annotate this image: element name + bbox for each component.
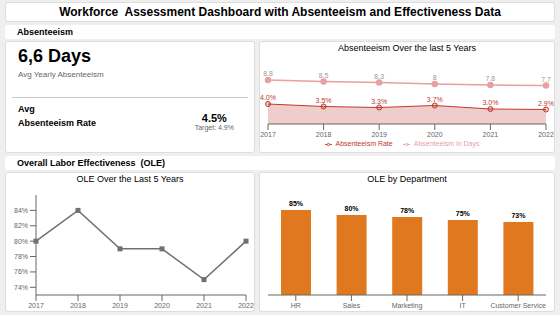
svg-text:74%: 74% [14,284,28,291]
html-text:Avg: Avg [18,104,35,114]
svg-text:Marketing: Marketing [392,302,423,310]
html-text:Absenteeism in Days: Absenteeism in Days [413,140,480,147]
svg-text:80%: 80% [14,238,28,245]
html-text:Avg Yearly Absenteeism: Avg Yearly Absenteeism [18,70,104,79]
svg-text:8: 8 [433,74,437,81]
html-text:Absenteeism Over the last 5 Ye: Absenteeism Over the last 5 Years [338,43,476,53]
svg-text:82%: 82% [14,222,28,229]
html-text:Absenteeism Rate: Absenteeism Rate [335,140,393,147]
svg-text:3.5%: 3.5% [316,97,332,104]
html-text:Absenteeism Rate: Absenteeism Rate [18,118,96,128]
svg-text:3.3%: 3.3% [371,98,387,105]
svg-text:8.5: 8.5 [319,72,329,79]
html-text:Target: 4.9%: Target: 4.9% [194,124,234,131]
svg-text:75%: 75% [456,210,471,217]
svg-text:3.7%: 3.7% [427,96,443,103]
svg-text:85%: 85% [289,200,304,207]
svg-text:2.9%: 2.9% [538,100,552,107]
html-text:OLE by Department: OLE by Department [367,174,447,184]
svg-text:80%: 80% [345,205,360,212]
svg-text:2019: 2019 [371,131,387,138]
svg-text:2017: 2017 [260,131,276,138]
svg-text:IT: IT [459,302,466,309]
svg-text:2021: 2021 [196,302,212,309]
svg-text:78%: 78% [14,253,28,260]
svg-text:2018: 2018 [316,131,332,138]
html-text:6,6 Days: 6,6 Days [18,46,92,66]
svg-text:2020: 2020 [427,131,443,138]
svg-text:3.0%: 3.0% [482,99,498,106]
html-text:4.5%: 4.5% [201,112,227,124]
svg-text:76%: 76% [14,268,28,275]
svg-text:78%: 78% [400,207,415,214]
svg-text:8.3: 8.3 [374,73,384,80]
svg-text:8.8: 8.8 [263,70,273,77]
svg-text:Sales: Sales [343,302,361,309]
svg-text:2021: 2021 [483,131,499,138]
svg-text:2020: 2020 [154,302,170,309]
svg-text:84%: 84% [14,207,28,214]
svg-text:HR: HR [291,302,301,309]
html-text:Absenteeism: Absenteeism [17,27,73,37]
svg-text:2017: 2017 [28,302,44,309]
svg-text:Customer Service: Customer Service [490,302,546,309]
svg-text:7.8: 7.8 [486,75,496,82]
svg-text:2019: 2019 [112,302,128,309]
svg-text:73%: 73% [511,212,526,219]
html-text:Workforce Assessment Dashboard: Workforce Assessment Dashboard with Abse… [59,5,501,19]
svg-text:2022: 2022 [538,131,552,138]
html-text:OLE Over the Last 5 Years: OLE Over the Last 5 Years [76,174,184,184]
svg-text:7.7: 7.7 [541,76,551,83]
svg-text:2022: 2022 [238,302,254,309]
svg-text:2018: 2018 [70,302,86,309]
html-text:Overall Labor Effectiveness (O: Overall Labor Effectiveness (OLE) [17,158,166,168]
svg-text:4.0%: 4.0% [260,94,276,101]
